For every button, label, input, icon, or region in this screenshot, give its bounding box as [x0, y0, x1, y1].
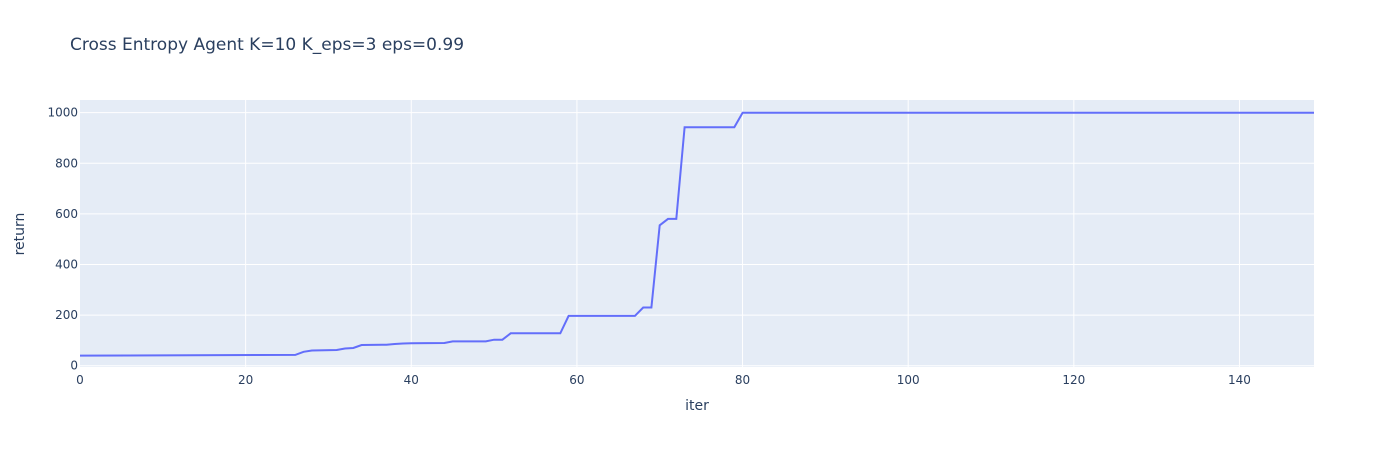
x-tick-label: 120	[1062, 373, 1085, 387]
x-tick-labels: 0 20 40 60 80 100 120 140	[76, 373, 1251, 387]
plot-background	[80, 100, 1314, 367]
y-tick-label: 400	[55, 258, 78, 272]
series-line	[79, 111, 1314, 357]
x-tick-label: 80	[735, 373, 750, 387]
chart-title: Cross Entropy Agent K=10 K_eps=3 eps=0.9…	[70, 35, 464, 55]
x-tick-label: 0	[76, 373, 84, 387]
y-tick-label: 0	[70, 359, 78, 373]
y-tick-labels: 0 200 400 600 800 1000	[47, 106, 78, 373]
y-tick-label: 600	[55, 207, 78, 221]
x-tick-label: 100	[897, 373, 920, 387]
y-tick-label: 1000	[47, 106, 78, 120]
x-tick-label: 60	[569, 373, 584, 387]
y-tick-label: 200	[55, 308, 78, 322]
x-tick-label: 40	[404, 373, 419, 387]
x-axis-label: iter	[685, 398, 709, 414]
y-axis-label: return	[12, 213, 28, 256]
x-tick-label: 20	[238, 373, 253, 387]
x-tick-label: 140	[1228, 373, 1251, 387]
y-tick-label: 800	[55, 156, 78, 170]
